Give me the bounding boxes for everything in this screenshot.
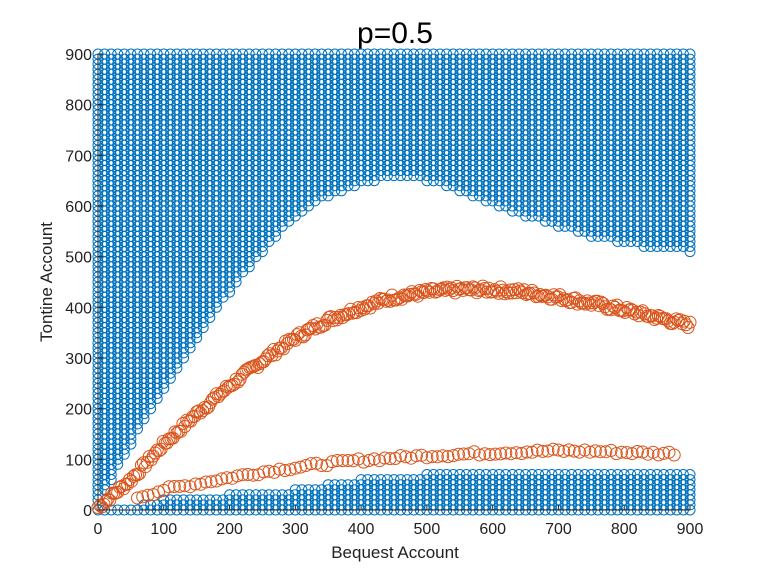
x-axis-label: Bequest Account bbox=[331, 543, 459, 562]
data-point-blue bbox=[210, 301, 222, 313]
data-point-blue bbox=[151, 393, 163, 404]
y-tick-label: 600 bbox=[65, 199, 92, 216]
data-point-blue bbox=[178, 352, 189, 364]
data-point-blue bbox=[132, 423, 143, 435]
x-tick-label: 600 bbox=[479, 521, 506, 538]
data-point-blue bbox=[270, 230, 282, 242]
data-point-blue bbox=[112, 458, 124, 470]
y-tick-label: 500 bbox=[65, 250, 92, 267]
data-point-blue bbox=[171, 362, 183, 374]
y-tick-label: 100 bbox=[65, 452, 92, 469]
data-point-blue bbox=[230, 276, 242, 288]
x-tick-label: 900 bbox=[677, 521, 704, 538]
x-tick-label: 400 bbox=[348, 521, 375, 538]
data-point-blue bbox=[145, 403, 157, 415]
y-tick-label: 900 bbox=[65, 47, 92, 64]
data-point-blue bbox=[224, 286, 236, 298]
y-tick-label: 700 bbox=[65, 148, 92, 165]
chart-title: p=0.5 bbox=[357, 17, 433, 50]
x-tick-label: 100 bbox=[150, 521, 177, 538]
data-point-blue bbox=[164, 372, 176, 384]
data-point-blue bbox=[138, 413, 150, 425]
x-tick-label: 0 bbox=[94, 521, 103, 538]
axis-lines bbox=[97, 54, 690, 511]
x-tick-label: 700 bbox=[545, 521, 572, 538]
data-point-blue bbox=[118, 448, 130, 460]
x-tick-label: 500 bbox=[414, 521, 441, 538]
data-point-blue bbox=[125, 438, 137, 450]
data-point-blue bbox=[191, 332, 203, 344]
blue-series bbox=[92, 48, 696, 516]
x-tick-label: 300 bbox=[282, 521, 309, 538]
x-tick-label: 800 bbox=[611, 521, 638, 538]
y-tick-label: 200 bbox=[65, 402, 92, 419]
data-point-blue bbox=[125, 433, 137, 445]
x-tick-label: 200 bbox=[216, 521, 243, 538]
data-point-blue bbox=[256, 246, 268, 258]
y-axis-label: Tontine Account bbox=[37, 222, 56, 342]
data-point-blue bbox=[105, 469, 117, 480]
data-point-blue bbox=[243, 261, 255, 273]
data-point-blue bbox=[105, 474, 117, 486]
data-point-blue bbox=[184, 342, 196, 354]
y-tick-label: 400 bbox=[65, 300, 92, 317]
data-point-blue bbox=[158, 382, 170, 394]
y-tick-label: 0 bbox=[83, 503, 92, 520]
orange-series bbox=[91, 279, 697, 514]
data-point-blue bbox=[197, 322, 209, 334]
y-tick-label: 800 bbox=[65, 98, 92, 115]
y-tick-label: 300 bbox=[65, 351, 92, 368]
data-point-blue bbox=[204, 312, 216, 323]
